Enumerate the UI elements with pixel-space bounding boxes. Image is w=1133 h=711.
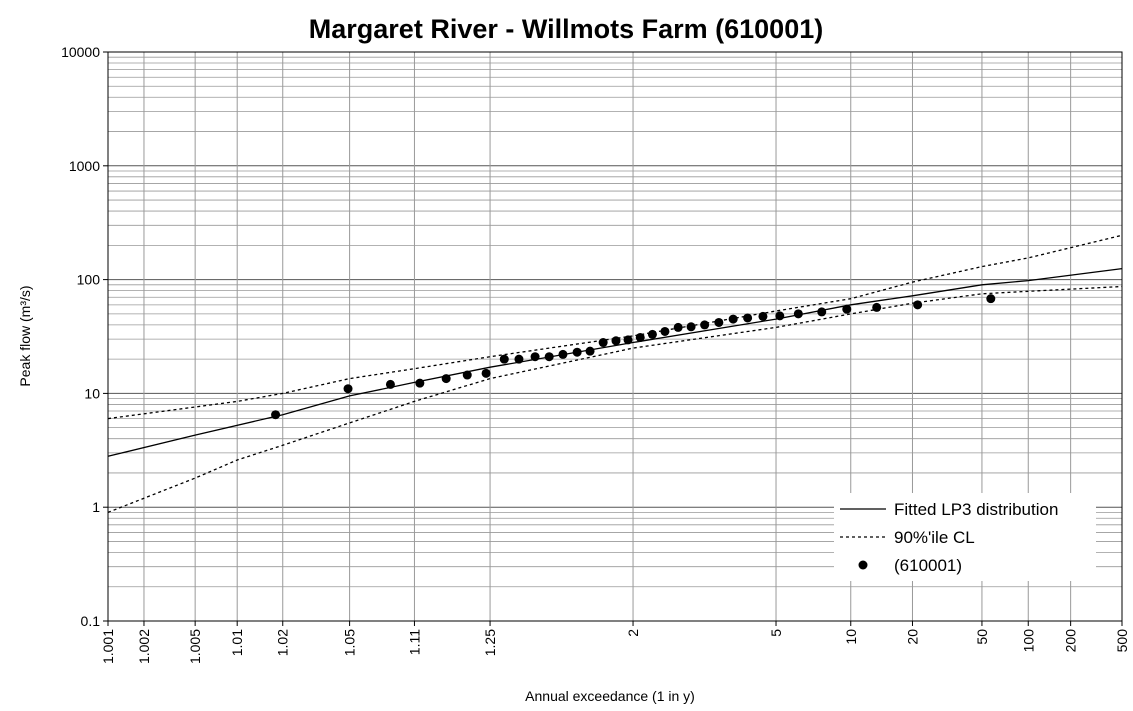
y-axis-label: Peak flow (m³/s) <box>17 285 33 386</box>
y-tick-label: 100 <box>77 272 101 288</box>
series-line <box>107 267 1123 457</box>
data-point <box>481 368 491 378</box>
data-point <box>544 352 554 362</box>
data-point <box>343 384 353 394</box>
data-point <box>743 313 753 323</box>
data-point <box>793 309 803 319</box>
plot-frame <box>107 51 1123 622</box>
data-point <box>558 349 568 359</box>
y-tick-label: 0.1 <box>81 613 101 629</box>
x-tick-label: 1.002 <box>136 629 152 664</box>
data-point <box>462 370 472 380</box>
legend-label: (610001) <box>894 556 962 575</box>
x-tick-label: 200 <box>1063 629 1079 653</box>
legend-label: 90%'ile CL <box>894 528 975 547</box>
data-point <box>611 336 621 346</box>
x-tick-label: 5 <box>768 629 784 637</box>
x-tick-label: 1.005 <box>187 629 203 664</box>
data-point <box>986 294 996 304</box>
data-point <box>271 410 281 420</box>
series-line <box>107 234 1123 420</box>
data-point <box>385 379 395 389</box>
data-point <box>913 300 923 310</box>
x-tick-label: 2 <box>625 629 641 637</box>
y-tick-label: 1 <box>92 499 100 515</box>
data-point <box>775 311 785 321</box>
y-tick-label: 10 <box>84 385 100 401</box>
legend-label: Fitted LP3 distribution <box>894 500 1058 519</box>
x-tick-label: 100 <box>1020 629 1036 653</box>
x-tick-label: 50 <box>974 629 990 645</box>
data-point <box>514 354 524 364</box>
data-point <box>441 374 451 384</box>
x-tick-label: 1.01 <box>229 629 245 656</box>
data-point <box>499 354 509 364</box>
chart-title: Margaret River - Willmots Farm (610001) <box>309 14 823 44</box>
x-tick-label: 20 <box>904 629 920 645</box>
data-point <box>673 322 683 332</box>
data-point <box>686 322 696 332</box>
x-tick-label: 1.001 <box>100 629 116 664</box>
data-point <box>647 329 657 339</box>
x-tick-label: 1.25 <box>482 629 498 656</box>
x-tick-label: 1.05 <box>342 629 358 656</box>
data-point <box>842 304 852 314</box>
series-line <box>107 285 1123 514</box>
x-axis-label: Annual exceedance (1 in y) <box>525 688 695 704</box>
x-tick-label: 10 <box>843 629 859 645</box>
legend-swatch <box>858 560 868 570</box>
data-point <box>714 317 724 327</box>
y-tick-label: 1000 <box>69 158 100 174</box>
data-point <box>598 338 608 348</box>
data-point <box>660 326 670 336</box>
data-point <box>530 352 540 362</box>
data-point <box>623 335 633 345</box>
data-point <box>700 320 710 330</box>
data-point <box>572 347 582 357</box>
x-tick-label: 500 <box>1114 629 1130 653</box>
x-tick-label: 1.11 <box>406 629 422 655</box>
data-point <box>872 302 882 312</box>
data-point <box>817 307 827 317</box>
data-point <box>635 332 645 342</box>
y-tick-label: 10000 <box>61 44 100 60</box>
data-point <box>728 314 738 324</box>
x-tick-label: 1.02 <box>275 629 291 656</box>
data-point <box>758 311 768 321</box>
data-point <box>585 346 595 356</box>
data-point <box>415 378 425 388</box>
